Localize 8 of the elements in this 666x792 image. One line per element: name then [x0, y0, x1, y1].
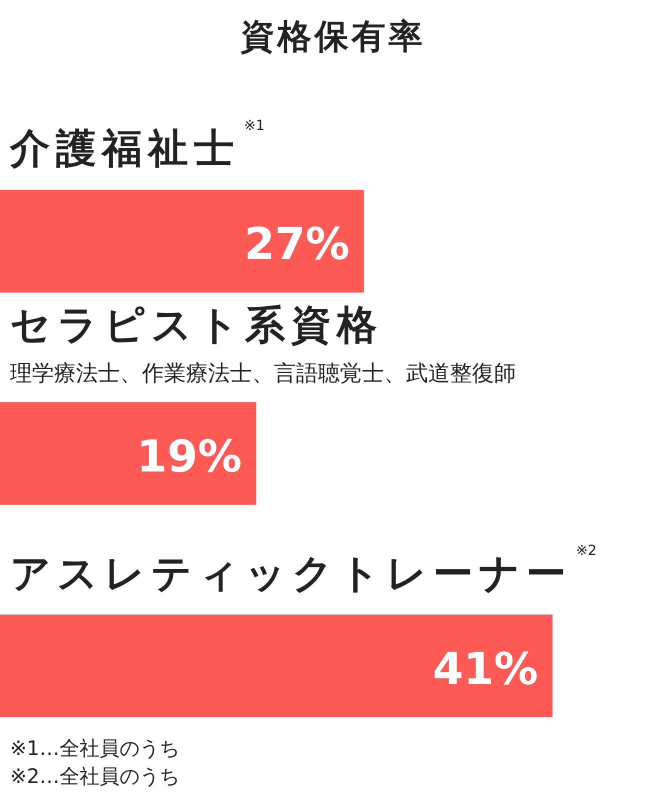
data-label: 27%	[244, 219, 350, 270]
data-label: 19%	[136, 432, 242, 482]
chart-title: 資格保有率	[240, 17, 426, 57]
text: ※2…全社員のうち	[10, 764, 180, 788]
annotation: ※1…全社員のうち	[10, 736, 180, 760]
y-tick-label: セラピスト系資格	[10, 302, 383, 348]
data-label: 41%	[432, 644, 538, 695]
annotation: 理学療法士、作業療法士、言語聴覚士、武道整復師	[10, 362, 516, 386]
